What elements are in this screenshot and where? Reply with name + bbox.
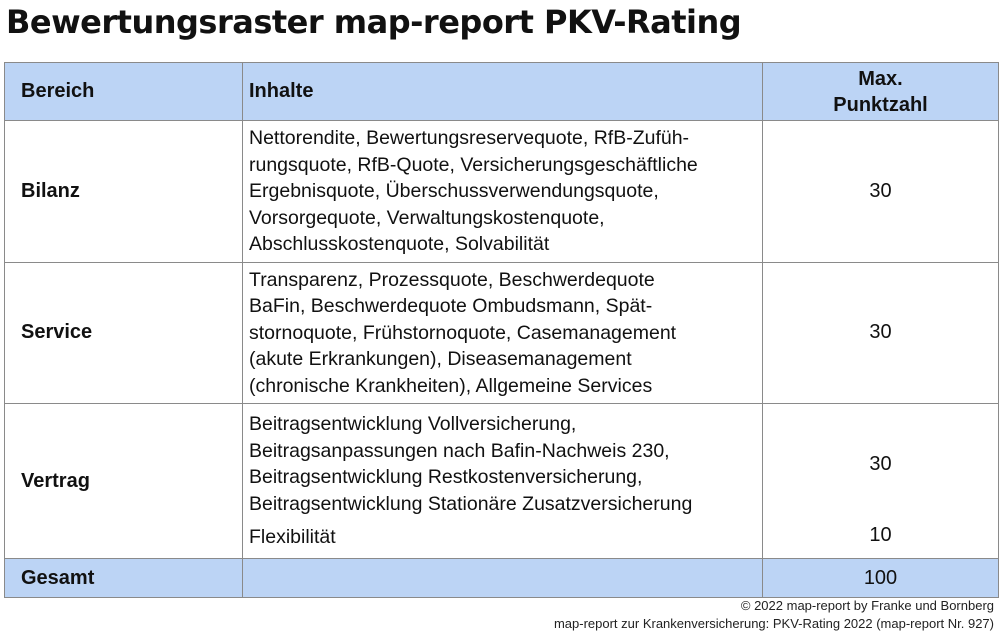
row-category: Vertrag [4,403,243,559]
credits: © 2022 map-report by Franke und Bornberg… [554,597,994,633]
content-line: Nettorendite, Bewertungsreservequote, Rf… [249,127,690,149]
row-contents: Beitragsentwicklung Vollversicherung, Be… [242,403,763,524]
content-line: Beitragsentwicklung Restkostenversicheru… [249,466,643,488]
content-line: Vorsorgequote, Verwaltungskostenquote, [249,206,605,229]
rating-table: Bereich Inhalte Max. Punktzahl Bilanz Ne… [4,62,999,598]
table-row: Service Transparenz, Prozessquote, Besch… [4,261,999,404]
content-line: Beitragsanpassungen nach Bafin-Nachweis … [249,439,670,462]
content-line: Beitragsentwicklung Stationäre Zusatzver… [249,492,693,515]
copyright-line: © 2022 map-report by Franke und Bornberg [740,598,994,613]
source-line: map-report zur Krankenversicherung: PKV-… [553,616,994,631]
header-inhalte: Inhalte [242,62,763,121]
table-subrow: Flexibilität 10 [5,524,999,559]
table-row: Vertrag Beitragsentwicklung Vollversiche… [4,403,999,559]
table-total-row: Gesamt 100 [4,558,999,598]
page-title: Bewertungsraster map-report PKV-Rating [6,3,742,41]
header-max-punktzahl: Max. Punktzahl [762,62,999,121]
row-sub-points: 10 [762,524,999,559]
content-line: Beitragsentwicklung Vollversicherung, [249,413,577,435]
content-line: Transparenz, Prozessquote, Beschwerdequo… [249,268,655,291]
row-points: 30 [762,261,999,404]
content-line: Ergebnisquote, Überschussverwendungsquot… [249,180,659,202]
table-header-row: Bereich Inhalte Max. Punktzahl [4,62,999,121]
row-points: 30 [762,120,999,263]
header-punktzahl-label: Punktzahl [833,93,928,116]
row-category: Bilanz [4,120,243,263]
total-points: 100 [762,558,999,598]
row-points: 30 [762,403,999,524]
header-max-label: Max. [858,67,903,90]
content-line: Abschlusskostenquote, Solvabilität [249,233,550,255]
content-line: rungsquote, RfB-Quote, Versicherungsgesc… [249,153,698,176]
row-contents: Transparenz, Prozessquote, Beschwerdequo… [242,261,763,404]
content-line: (chronische Krankheiten), Allgemeine Ser… [249,374,653,397]
total-empty-cell [242,558,763,598]
row-category: Service [4,261,243,404]
table-row: Bilanz Nettorendite, Bewertungsreservequ… [4,120,999,263]
row-sub-contents: Flexibilität [242,524,763,559]
content-line: (akute Erkrankungen), Diseasemanagement [249,348,632,370]
header-bereich: Bereich [4,62,243,121]
content-line: stornoquote, Frühstornoquote, Casemanage… [249,321,677,344]
total-label: Gesamt [4,558,243,598]
content-line: BaFin, Beschwerdequote Ombudsmann, Spät- [249,295,653,317]
row-contents: Nettorendite, Bewertungsreservequote, Rf… [242,120,763,263]
